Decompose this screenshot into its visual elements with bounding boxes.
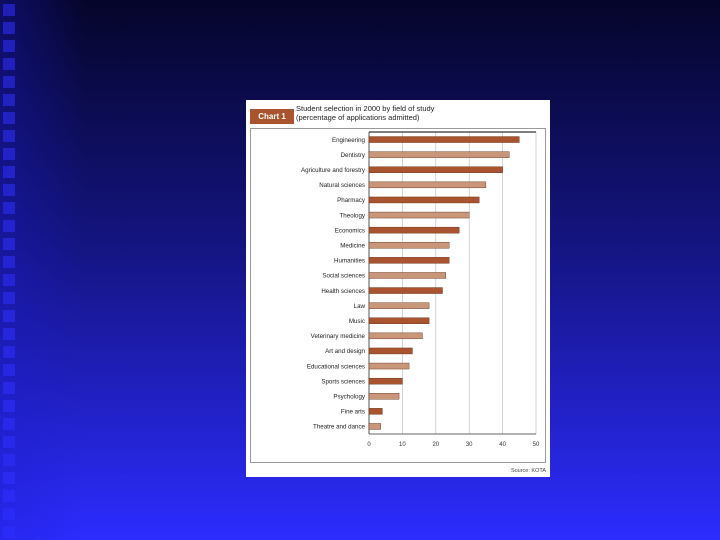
bar xyxy=(368,136,520,143)
strip-square xyxy=(3,148,15,160)
strip-square xyxy=(3,130,15,142)
bar xyxy=(368,166,503,173)
chart-subtitle: (percentage of applications admitted) xyxy=(296,113,420,122)
strip-square xyxy=(3,58,15,70)
strip-square xyxy=(3,256,15,268)
x-tick-label: 10 xyxy=(399,442,406,448)
strip-square xyxy=(3,238,15,250)
category-label: Economics xyxy=(335,227,365,234)
strip-square xyxy=(3,490,15,502)
bar xyxy=(368,317,430,324)
strip-square xyxy=(3,382,15,394)
bar xyxy=(368,423,381,430)
decorative-square-strip xyxy=(3,4,15,538)
strip-square xyxy=(3,22,15,34)
bar xyxy=(368,393,400,400)
strip-square xyxy=(3,76,15,88)
strip-square xyxy=(3,220,15,232)
bar xyxy=(368,302,430,309)
strip-square xyxy=(3,364,15,376)
category-label: Health sciences xyxy=(321,288,365,295)
strip-square xyxy=(3,418,15,430)
x-tick-label: 0 xyxy=(367,442,371,448)
strip-square xyxy=(3,328,15,340)
strip-square xyxy=(3,202,15,214)
category-label: Fine arts xyxy=(341,409,365,416)
strip-square xyxy=(3,526,15,538)
bar xyxy=(368,332,423,340)
category-label: Psychology xyxy=(333,393,366,400)
strip-square xyxy=(3,184,15,196)
bar xyxy=(368,242,450,249)
bar xyxy=(368,257,450,264)
bar xyxy=(368,181,487,189)
x-tick-label: 40 xyxy=(499,442,506,448)
chart-badge: Chart 1 xyxy=(250,109,294,124)
category-label: Theatre and dance xyxy=(313,424,366,431)
bar xyxy=(368,347,413,355)
category-label: Veterinary medicine xyxy=(311,333,366,340)
category-label: Art and design xyxy=(325,348,365,355)
strip-square xyxy=(3,94,15,106)
category-label: Sports sciences xyxy=(321,378,365,385)
category-label: Dentistry xyxy=(341,152,366,159)
category-label: Social sciences xyxy=(322,273,365,280)
bar xyxy=(368,211,470,219)
category-label: Theology xyxy=(340,212,366,219)
strip-square xyxy=(3,436,15,448)
category-label: Agriculture and forestry xyxy=(301,167,366,174)
bar xyxy=(368,408,383,415)
bar xyxy=(368,377,403,385)
strip-square xyxy=(3,400,15,412)
bar xyxy=(368,287,443,294)
chart-card: Chart 1 Student selection in 2000 by fie… xyxy=(246,100,550,477)
category-label: Pharmacy xyxy=(337,197,366,204)
strip-square xyxy=(3,274,15,286)
strip-square xyxy=(3,454,15,466)
category-label: Law xyxy=(354,303,366,310)
strip-square xyxy=(3,472,15,484)
bar xyxy=(368,362,410,370)
category-label: Educational sciences xyxy=(307,363,365,370)
chart-header: Chart 1 Student selection in 2000 by fie… xyxy=(250,104,546,126)
strip-square xyxy=(3,40,15,52)
category-label: Humanities xyxy=(334,258,365,265)
strip-square xyxy=(3,310,15,322)
bar xyxy=(368,226,460,234)
x-tick-label: 20 xyxy=(432,442,439,448)
strip-square xyxy=(3,112,15,124)
strip-square xyxy=(3,166,15,178)
category-label: Music xyxy=(349,318,365,325)
category-label: Natural sciences xyxy=(319,182,365,189)
chart-source: Source: KOTA xyxy=(510,468,546,474)
category-label: Medicine xyxy=(340,242,365,249)
bar-chart: 0 10 20 30 40 50 Engineering Dentistry Agricultu… xyxy=(301,131,540,448)
x-tick-label: 30 xyxy=(466,442,473,448)
strip-square xyxy=(3,4,15,16)
category-label: Engineering xyxy=(332,137,366,144)
bar xyxy=(368,272,447,279)
x-tick-label: 50 xyxy=(533,442,540,448)
chart-frame: 0 10 20 30 40 50 Engineering Dentistry Agricultu… xyxy=(250,128,546,463)
strip-square xyxy=(3,292,15,304)
strip-square xyxy=(3,508,15,520)
strip-square xyxy=(3,346,15,358)
bar xyxy=(368,151,510,158)
bar xyxy=(368,196,480,204)
chart-title: Student selection in 2000 by field of st… xyxy=(296,104,435,113)
